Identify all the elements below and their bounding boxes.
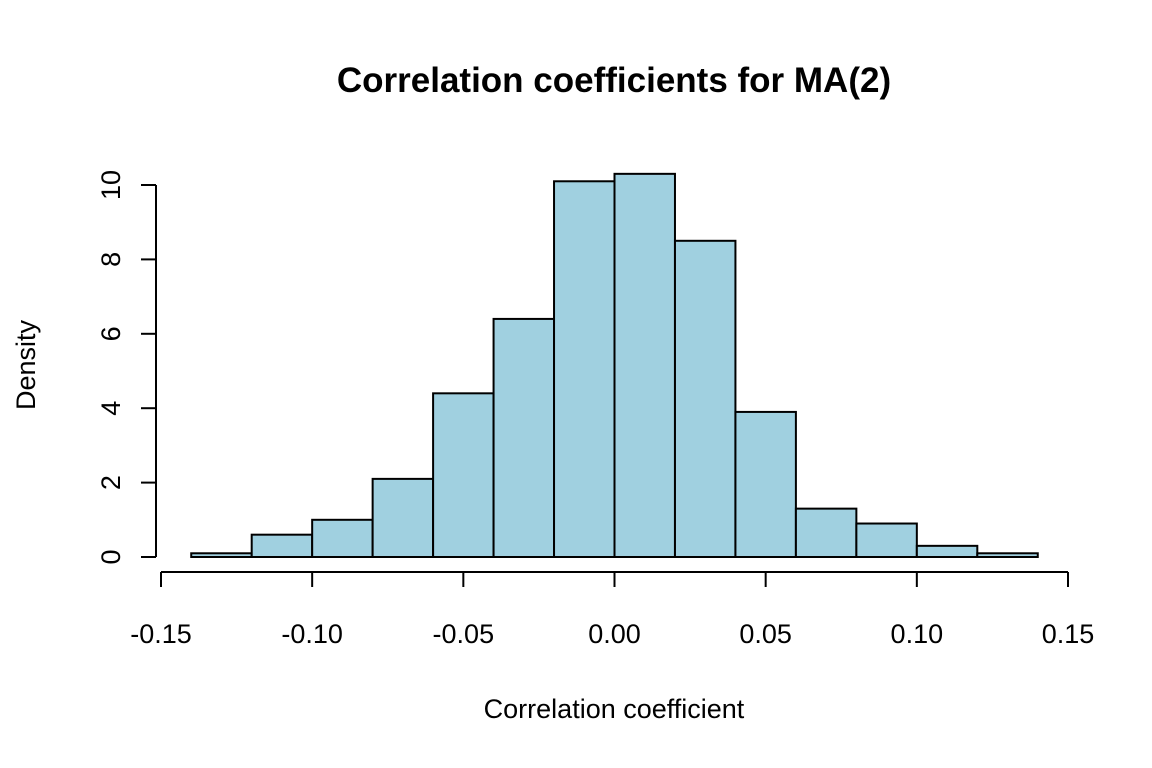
x-tick-label: 0.00 bbox=[588, 619, 641, 649]
x-tick-label: 0.15 bbox=[1042, 619, 1095, 649]
x-tick-label: -0.10 bbox=[281, 619, 343, 649]
chart-title: Correlation coefficients for MA(2) bbox=[337, 61, 891, 100]
x-axis: -0.15 -0.10 -0.05 0.00 0.05 0.10 0.15 bbox=[130, 571, 1095, 649]
histogram-bar bbox=[794, 507, 858, 559]
histogram-bar bbox=[250, 533, 314, 558]
histogram-bar bbox=[613, 172, 676, 558]
x-tick-label: -0.05 bbox=[433, 619, 495, 649]
y-tick-label: 6 bbox=[96, 326, 126, 341]
histogram-bar bbox=[311, 518, 374, 558]
histogram-bar bbox=[492, 317, 556, 559]
histogram-bar bbox=[432, 392, 495, 558]
histogram-bar bbox=[855, 522, 918, 559]
y-tick-label: 0 bbox=[96, 549, 126, 564]
x-tick-label: 0.05 bbox=[739, 619, 792, 649]
y-tick-label: 2 bbox=[96, 475, 126, 490]
x-tick-label: -0.15 bbox=[130, 619, 192, 649]
histogram-bar bbox=[734, 410, 797, 559]
bars-group bbox=[190, 172, 1039, 559]
x-tick-label: 0.10 bbox=[891, 619, 944, 649]
y-tick-label: 10 bbox=[96, 170, 126, 200]
histogram-bar bbox=[673, 239, 737, 559]
histogram-bar bbox=[976, 552, 1039, 559]
histogram-bar bbox=[915, 544, 979, 559]
x-axis-label: Correlation coefficient bbox=[484, 694, 745, 724]
y-axis: 0 2 4 6 8 10 bbox=[96, 170, 157, 565]
y-tick-label: 4 bbox=[96, 401, 126, 416]
y-tick-label: 8 bbox=[96, 252, 126, 267]
histogram-bar bbox=[371, 477, 435, 559]
y-axis-label: Density bbox=[11, 319, 41, 410]
histogram-bar bbox=[553, 180, 616, 558]
histogram-bar bbox=[190, 552, 253, 559]
